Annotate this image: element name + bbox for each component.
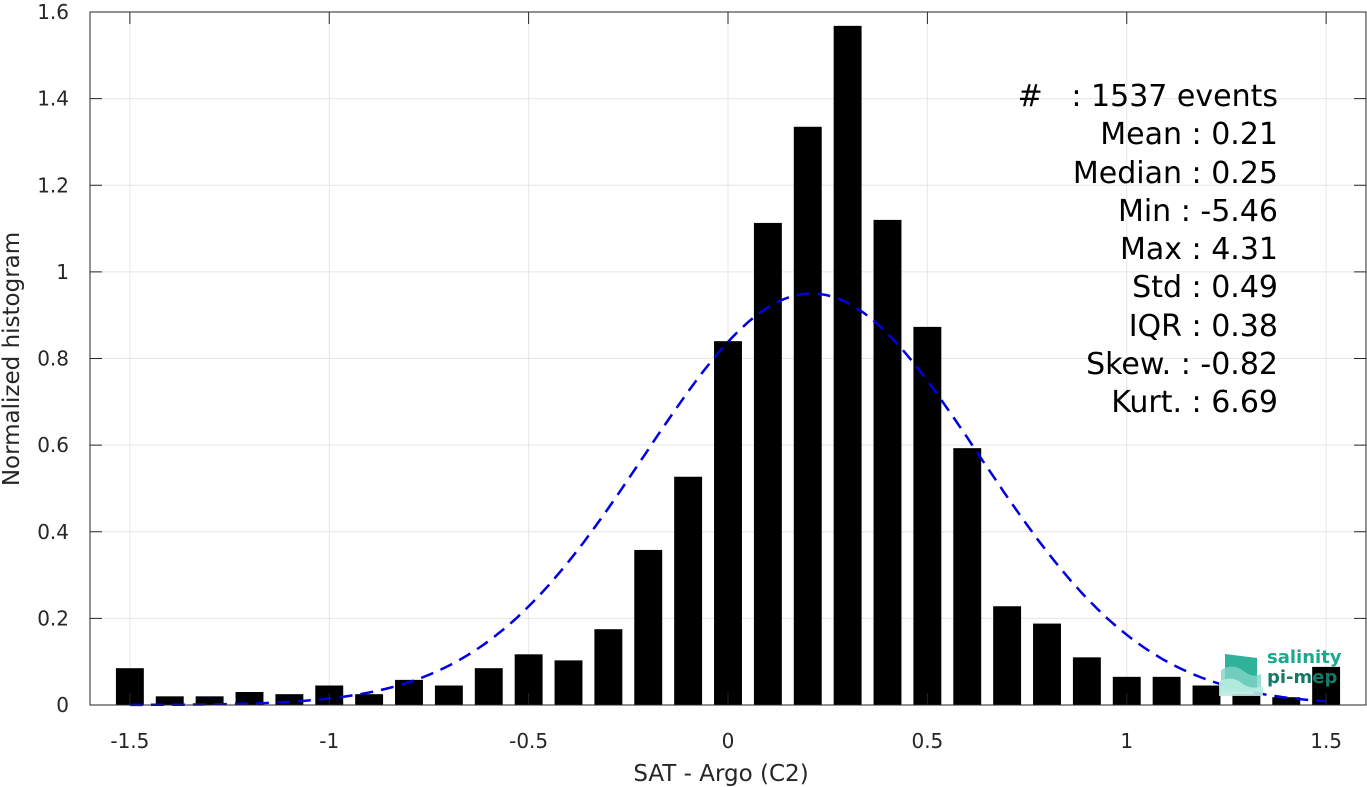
x-tick-label: -0.5 — [509, 729, 548, 753]
histogram-bar — [873, 219, 902, 705]
histogram-bar — [554, 660, 583, 705]
axis-ticks: -1.5 -1 -0.5 0 0.5 1 1.5 0 0.2 0.4 0.6 0.8 1 1.2 1.4 1.… — [37, 0, 1366, 753]
histogram-bar — [753, 222, 782, 705]
histogram-bar — [714, 341, 742, 705]
histogram-bar — [833, 25, 862, 706]
histogram-bar — [1232, 694, 1261, 705]
histogram-bar — [1152, 676, 1181, 705]
y-tick-label: 0.4 — [37, 520, 69, 544]
histogram-bar — [235, 692, 264, 705]
x-tick-label: 1.5 — [1310, 729, 1342, 753]
histogram-bar — [155, 696, 184, 705]
stat-row: # : 1537 events — [1017, 79, 1278, 114]
histogram-bar — [1272, 697, 1301, 705]
histogram-bar — [594, 629, 623, 705]
histogram-bar — [674, 476, 703, 705]
histogram-bar — [355, 694, 384, 705]
histogram-bar — [793, 126, 822, 705]
x-tick-label: 1 — [1120, 729, 1133, 753]
y-tick-label: 0.8 — [37, 347, 69, 371]
y-tick-label: 1 — [56, 260, 69, 284]
salinity-pimep-logo: salinity pi-mep — [1217, 646, 1347, 696]
y-tick-label: 1.4 — [37, 87, 69, 111]
stat-row: IQR : 0.38 — [1128, 308, 1278, 344]
x-tick-label: -1.5 — [110, 729, 149, 753]
x-tick-label: -1 — [319, 729, 339, 753]
x-tick-label: 0 — [722, 729, 735, 753]
stat-row: Std : 0.49 — [1132, 270, 1278, 306]
histogram-bar — [275, 694, 304, 705]
x-axis-label: SAT - Argo (C2) — [633, 761, 808, 787]
histogram-bar — [1072, 657, 1101, 705]
logo-line-2: pi-mep — [1267, 667, 1338, 688]
histogram-bar — [434, 685, 463, 705]
stat-row: Mean : 0.21 — [1100, 117, 1278, 153]
histogram-bar — [1033, 623, 1061, 705]
stat-row: Kurt. : 6.69 — [1111, 385, 1278, 421]
stats-box: # : 1537 events Mean : 0.21 Median : 0.25 M… — [1018, 78, 1278, 423]
histogram-bar — [913, 326, 942, 705]
histogram-bar — [634, 549, 663, 705]
histogram-bar — [1192, 685, 1221, 705]
histogram-bar — [395, 679, 423, 705]
y-axis-label: Normalized histogram — [0, 232, 25, 486]
stat-row: Skew. : -0.82 — [1086, 347, 1278, 383]
histogram-bar — [195, 696, 224, 705]
histogram-bar — [993, 606, 1022, 705]
y-tick-label: 1.6 — [37, 0, 69, 24]
grid-lines — [90, 11, 1366, 706]
logo-line-1: salinity — [1267, 647, 1342, 668]
stat-row: Max : 4.31 — [1120, 232, 1278, 268]
stat-row: Median : 0.25 — [1072, 155, 1278, 191]
histogram-bar — [953, 448, 982, 705]
wave-logo-icon — [1219, 654, 1263, 696]
stat-row: Min : -5.46 — [1117, 193, 1278, 229]
x-tick-label: 0.5 — [911, 729, 943, 753]
y-tick-label: 0.2 — [37, 606, 69, 630]
y-tick-label: 0 — [56, 693, 69, 717]
y-tick-label: 0.6 — [37, 433, 69, 457]
y-tick-label: 1.2 — [37, 173, 69, 197]
histogram-bar — [474, 668, 503, 705]
